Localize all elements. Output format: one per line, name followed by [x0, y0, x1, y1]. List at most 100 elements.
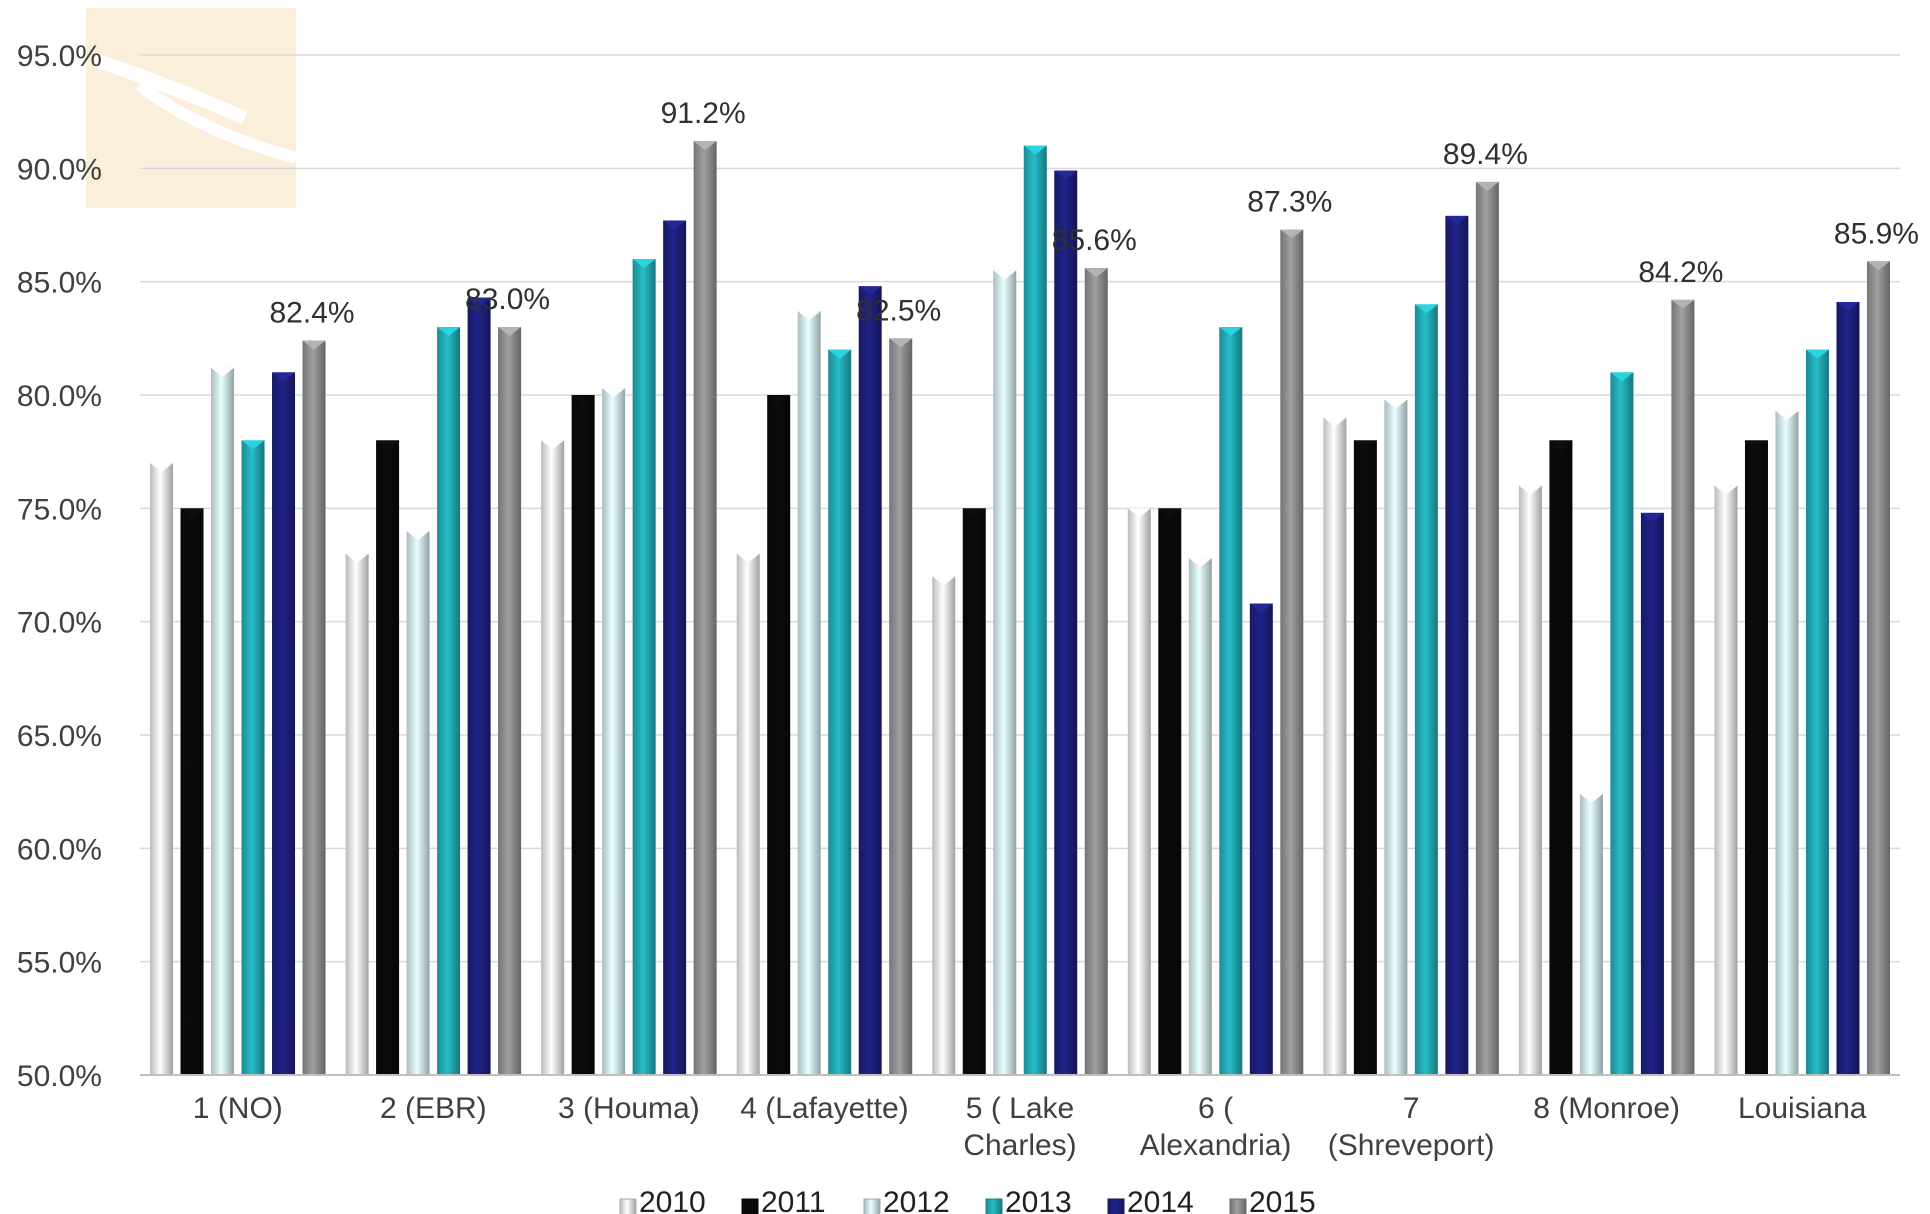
- bar-cap: [1805, 349, 1829, 359]
- bar-cap: [889, 338, 913, 348]
- y-tick-label: 50.0%: [17, 1060, 102, 1093]
- legend-swatch: [1107, 1198, 1125, 1214]
- bar-cap: [1518, 485, 1542, 495]
- bar: [1775, 410, 1799, 1075]
- bar-cap: [1445, 215, 1469, 225]
- bar-cap: [1671, 299, 1695, 309]
- legend-label: 2010: [639, 1186, 706, 1214]
- bar: [541, 440, 565, 1075]
- bar: [571, 395, 595, 1075]
- bar: [1640, 512, 1664, 1075]
- x-category-label: 3 (Houma): [558, 1092, 700, 1125]
- logo-swoosh-icon: [136, 80, 298, 164]
- x-category-label: 2 (EBR): [380, 1092, 487, 1125]
- data-label: 85.6%: [1052, 224, 1137, 257]
- bar: [736, 553, 760, 1075]
- bar-cap: [693, 141, 717, 151]
- bar: [1353, 440, 1377, 1075]
- bar-cap: [1188, 558, 1212, 568]
- x-category-label: Charles): [963, 1129, 1076, 1162]
- bar: [767, 395, 791, 1075]
- bar-cap: [632, 259, 656, 268]
- bar: [498, 327, 522, 1075]
- y-tick-label: 65.0%: [17, 720, 102, 753]
- bar: [693, 141, 717, 1076]
- y-tick-label: 55.0%: [17, 947, 102, 980]
- bar: [1549, 440, 1573, 1075]
- bar: [993, 270, 1017, 1075]
- bar: [1323, 417, 1347, 1076]
- data-label: 89.4%: [1443, 138, 1528, 171]
- data-label: 83.0%: [465, 283, 550, 316]
- bar-cap: [498, 327, 522, 336]
- bar-cap: [962, 508, 986, 518]
- bar: [241, 440, 265, 1075]
- bar: [1188, 558, 1212, 1075]
- legend-label: 2012: [883, 1186, 950, 1214]
- bar: [345, 553, 369, 1075]
- data-label: 82.4%: [269, 297, 354, 330]
- bar-cap: [797, 311, 821, 321]
- data-labels: 82.4% 83.0% 91.2% 82.5% 85.6% 87.3% 89.4% 84.2%…: [269, 97, 1919, 329]
- data-label: 87.3%: [1247, 186, 1332, 219]
- bar-cap: [1414, 304, 1438, 314]
- bar: [1084, 268, 1108, 1076]
- bar-cap: [150, 463, 174, 472]
- bar-cap: [767, 395, 791, 404]
- x-category-label: 7: [1403, 1092, 1420, 1125]
- bar-cap: [1353, 440, 1377, 450]
- bar-cap: [993, 270, 1017, 280]
- legend-swatch: [741, 1198, 759, 1214]
- bar: [1836, 302, 1860, 1076]
- bar-cap: [1054, 170, 1078, 180]
- bar-cap: [1714, 485, 1738, 495]
- bar: [602, 388, 626, 1075]
- bar: [1475, 181, 1499, 1075]
- bar-cap: [211, 367, 235, 377]
- x-category-label: 1 (NO): [193, 1092, 283, 1125]
- bar-cap: [1866, 261, 1890, 271]
- legend-label: 2013: [1005, 1186, 1072, 1214]
- bar-cap: [736, 553, 760, 563]
- legend-swatch: [1229, 1198, 1247, 1214]
- x-category-label: (Shreveport): [1328, 1129, 1495, 1162]
- bar: [1744, 440, 1768, 1075]
- legend-label: 2014: [1127, 1186, 1194, 1214]
- bar-cap: [437, 327, 461, 336]
- bar: [1158, 508, 1182, 1075]
- bar: [1579, 793, 1603, 1075]
- x-axis: 1 (NO) 2 (EBR) 3 (Houma) 4 (Lafayette) 5 ( L…: [140, 1074, 1900, 1162]
- bar-cap: [1023, 145, 1047, 155]
- bar: [437, 327, 461, 1075]
- bar: [302, 340, 326, 1076]
- bar-cap: [1219, 327, 1243, 336]
- bar: [1219, 327, 1243, 1075]
- bar-cap: [345, 553, 369, 563]
- bar-cap: [1384, 399, 1408, 409]
- data-label: 85.9%: [1834, 217, 1919, 250]
- bar: [632, 259, 656, 1075]
- bar-cap: [406, 531, 430, 540]
- bar-cap: [663, 220, 687, 230]
- bar-cap: [571, 395, 595, 404]
- bar-cap: [1640, 512, 1664, 522]
- bar-cap: [1084, 268, 1108, 278]
- x-category-label: 6 (: [1198, 1092, 1233, 1125]
- x-category-label: 8 (Monroe): [1533, 1092, 1680, 1125]
- bar: [406, 531, 430, 1075]
- legend-swatch: [863, 1198, 881, 1214]
- bar-cap: [376, 440, 400, 450]
- bar: [1671, 299, 1695, 1075]
- legend-label: 2015: [1249, 1186, 1316, 1214]
- x-category-label: 4 (Lafayette): [740, 1092, 908, 1125]
- bar: [932, 576, 956, 1075]
- bar: [1249, 603, 1273, 1075]
- bar-cap: [1579, 793, 1603, 803]
- bar-cap: [602, 388, 626, 398]
- bar: [1866, 261, 1890, 1075]
- bar: [828, 349, 852, 1076]
- y-tick-label: 80.0%: [17, 380, 102, 413]
- bar-cap: [180, 508, 204, 518]
- y-tick-label: 75.0%: [17, 493, 102, 526]
- bar: [180, 508, 204, 1075]
